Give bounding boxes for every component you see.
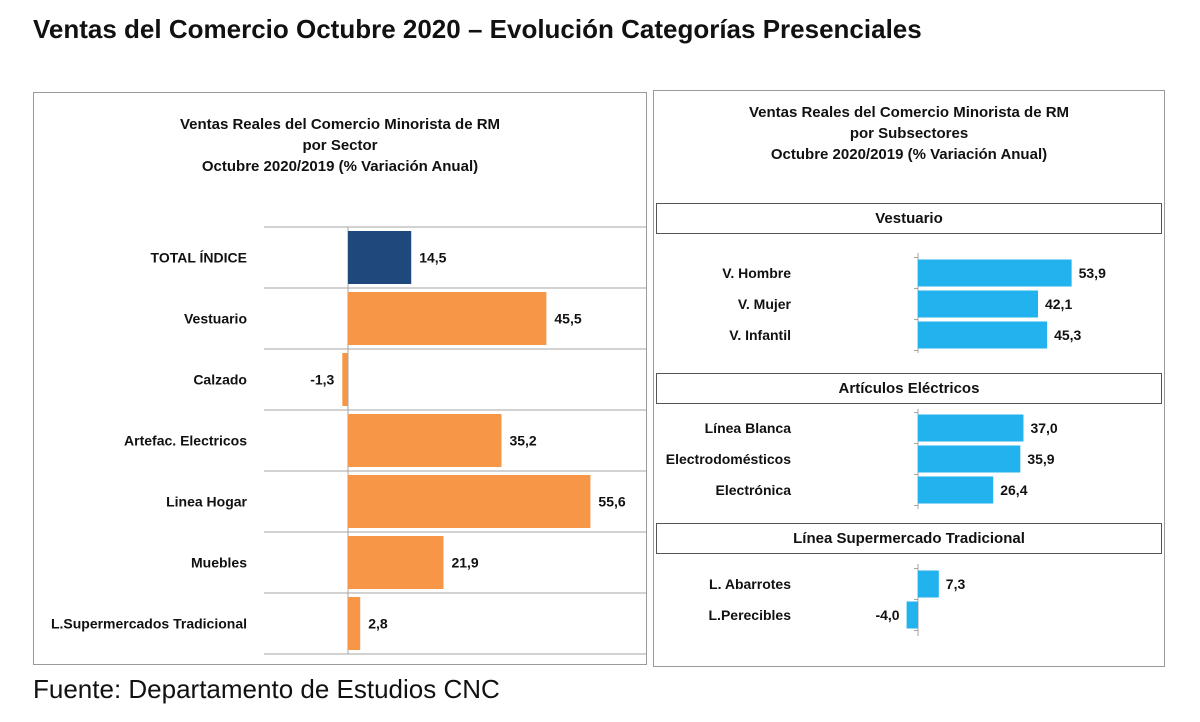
bar-l-supermercados-tradicional — [348, 597, 361, 650]
value-label-l-supermercados-tradicional: 2,8 — [368, 616, 388, 632]
category-label-v-mujer: V. Mujer — [738, 296, 792, 312]
value-label-electrodomesticos: 35,9 — [1027, 451, 1054, 467]
category-label-electrodomesticos: Electrodomésticos — [666, 451, 791, 467]
bar-muebles — [348, 536, 444, 589]
value-label-l-perecibles: -4,0 — [875, 607, 899, 623]
category-label-linea-blanca: Línea Blanca — [705, 420, 792, 436]
bar-linea-blanca — [918, 414, 1024, 442]
category-label-l-supermercados-tradicional: L.Supermercados Tradicional — [51, 616, 247, 632]
value-label-electronica: 26,4 — [1000, 482, 1027, 498]
category-label-vestuario: Vestuario — [184, 311, 247, 327]
subsector-chart-title-line-1: Ventas Reales del Comercio Minorista de … — [748, 104, 1070, 121]
group-header-linea-supermercado: Línea Supermercado Tradicional — [656, 523, 1162, 554]
category-label-v-hombre: V. Hombre — [722, 265, 791, 281]
value-label-calzado: -1,3 — [310, 372, 334, 388]
sector-chart-title-line-3: Octubre 2020/2019 (% Variación Anual) — [201, 158, 479, 175]
subsector-chart-plot: V. Hombre 53,9 V. Mujer 42,1 V. Infantil 45,3… — [666, 253, 1106, 636]
subsector-chart-panel: Ventas Reales del Comercio Minorista de … — [653, 90, 1165, 667]
value-label-vestuario: 45,5 — [554, 311, 581, 327]
source-note: Fuente: Departamento de Estudios CNC — [33, 674, 500, 704]
category-label-muebles: Muebles — [191, 555, 247, 571]
bar-total-indice — [348, 231, 412, 284]
bar-electrodomesticos — [918, 445, 1021, 473]
group-header-vestuario: Vestuario — [656, 203, 1162, 234]
bar-artefac-electricos — [348, 414, 502, 467]
page-title: Ventas del Comercio Octubre 2020 – Evolu… — [33, 14, 922, 44]
bar-v-infantil — [918, 321, 1048, 349]
value-label-total-indice: 14,5 — [419, 250, 446, 266]
category-label-electronica: Electrónica — [716, 482, 792, 498]
category-label-v-infantil: V. Infantil — [729, 327, 791, 343]
value-label-v-mujer: 42,1 — [1045, 296, 1072, 312]
bar-v-hombre — [918, 259, 1072, 287]
category-label-l-perecibles: L.Perecibles — [709, 607, 792, 623]
bar-l-abarrotes — [918, 570, 939, 598]
bar-l-perecibles — [906, 601, 918, 629]
subsector-chart-title: Ventas Reales del Comercio Minorista de … — [654, 102, 1164, 165]
subsector-chart-title-line-2: por Subsectores — [849, 125, 969, 142]
category-label-calzado: Calzado — [193, 372, 247, 388]
sector-chart-panel: Ventas Reales del Comercio Minorista de … — [33, 92, 647, 665]
subsector-chart-title-line-3: Octubre 2020/2019 (% Variación Anual) — [770, 146, 1048, 163]
bar-linea-hogar — [348, 475, 591, 528]
sector-chart-plot: TOTAL ÍNDICE 14,5 Vestuario 45,5 Calzado -1,3… — [51, 226, 646, 655]
value-label-v-hombre: 53,9 — [1079, 265, 1106, 281]
value-label-v-infantil: 45,3 — [1054, 327, 1081, 343]
group-header-articulos-electricos: Artículos Eléctricos — [656, 373, 1162, 404]
bar-vestuario — [348, 292, 547, 345]
category-label-total-indice: TOTAL ÍNDICE — [151, 250, 247, 266]
category-label-artefac-electricos: Artefac. Electricos — [124, 433, 247, 449]
value-label-muebles: 21,9 — [451, 555, 478, 571]
value-label-l-abarrotes: 7,3 — [946, 576, 966, 592]
bar-v-mujer — [918, 290, 1038, 318]
bar-calzado — [342, 353, 348, 406]
sector-chart-title-line-2: por Sector — [302, 137, 378, 154]
category-label-l-abarrotes: L. Abarrotes — [709, 576, 791, 592]
sector-chart-title-line-1: Ventas Reales del Comercio Minorista de … — [179, 116, 501, 133]
value-label-linea-blanca: 37,0 — [1030, 420, 1057, 436]
value-label-linea-hogar: 55,6 — [598, 494, 625, 510]
bar-electronica — [918, 476, 994, 504]
value-label-artefac-electricos: 35,2 — [509, 433, 536, 449]
category-label-linea-hogar: Linea Hogar — [166, 494, 247, 510]
sector-chart-title: Ventas Reales del Comercio Minorista de … — [34, 114, 646, 177]
